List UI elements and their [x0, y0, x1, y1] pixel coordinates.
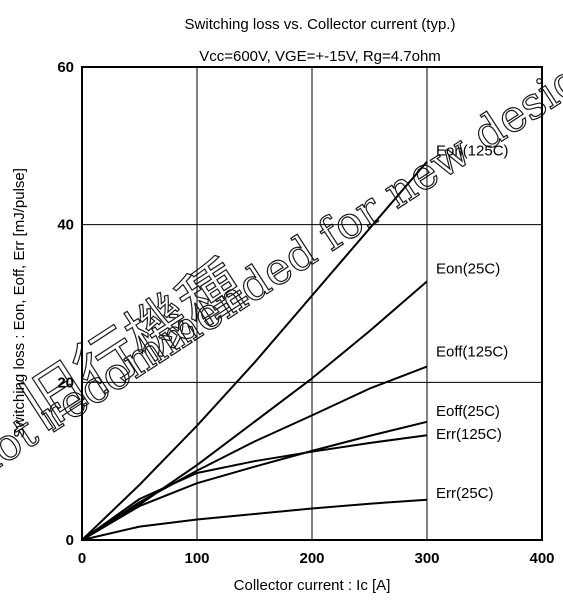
chart-subtitle: Vcc=600V, VGE=+-15V, Rg=4.7ohm	[199, 48, 441, 65]
series-line-1	[81, 280, 428, 541]
x-tick-label-3: 300	[414, 550, 439, 567]
x-tick-label-0: 0	[78, 550, 86, 567]
series-label-3: Eoff(25C)	[436, 403, 500, 420]
y-axis-label: Switching loss : Eon, Eoff, Err [mJ/puls…	[11, 168, 28, 438]
x-tick-label-1: 100	[184, 550, 209, 567]
x-tick-label-4: 400	[529, 550, 554, 567]
series-line-2	[81, 365, 428, 541]
y-tick-label-3: 60	[57, 59, 74, 76]
chart-title: Switching loss vs. Collector current (ty…	[185, 16, 456, 33]
series-lines	[81, 160, 428, 541]
series-label-1: Eon(25C)	[436, 260, 500, 277]
x-axis-label: Collector current : Ic [A]	[234, 577, 391, 594]
grid	[82, 67, 542, 540]
y-tick-label-1: 20	[57, 374, 74, 391]
series-labels: Eon(125C) Eon(25C) Eoff(125C) Eoff(25C) Err(…	[436, 143, 509, 502]
series-line-4	[81, 434, 428, 541]
y-tick-label-2: 40	[57, 217, 74, 234]
series-line-5	[81, 498, 428, 541]
tick-labels: 0 100 200 300 400 0 20 40 60	[57, 59, 554, 567]
series-line-3	[81, 420, 428, 541]
plot-frame	[81, 66, 543, 541]
x-tick-label-2: 200	[299, 550, 324, 567]
series-label-5: Err(25C)	[436, 485, 494, 502]
series-label-2: Eoff(125C)	[436, 344, 508, 361]
series-line-0	[81, 160, 428, 541]
y-tick-label-0: 0	[66, 532, 74, 549]
series-label-0: Eon(125C)	[436, 143, 509, 160]
series-label-4: Err(125C)	[436, 426, 502, 443]
